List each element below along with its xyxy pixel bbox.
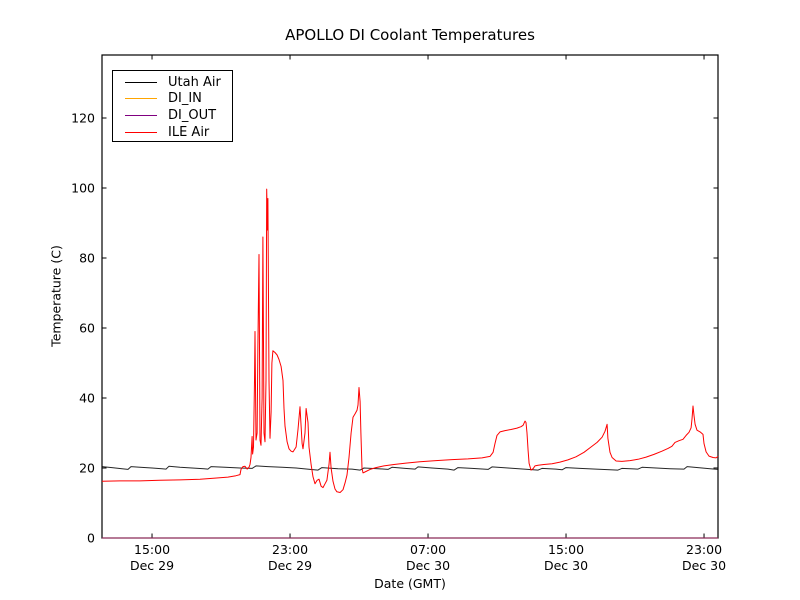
y-tick-label: 0: [87, 531, 95, 546]
legend-line-di-out: [125, 114, 157, 116]
legend-label-utah-air: Utah Air: [168, 74, 221, 90]
legend-row-di-in: DI_IN: [113, 91, 232, 108]
y-tick-label: 40: [79, 391, 95, 406]
y-tick-label: 80: [79, 251, 95, 266]
x-tick-label-time: 23:00: [686, 542, 722, 557]
series-line-ile-air: [101, 188, 719, 493]
y-tick-label: 120: [71, 111, 95, 126]
x-tick-label-date: Dec 29: [130, 558, 174, 573]
legend-label-di-in: DI_IN: [168, 91, 202, 107]
legend-line-ile-air: [125, 131, 157, 133]
legend-label-ile-air: ILE Air: [168, 124, 210, 140]
y-tick-label: 20: [79, 461, 95, 476]
x-tick-label-time: 07:00: [410, 542, 446, 557]
legend-row-di-out: DI_OUT: [113, 107, 232, 124]
x-axis-label: Date (GMT): [374, 576, 446, 591]
x-tick-label-date: Dec 29: [268, 558, 312, 573]
x-tick-label-date: Dec 30: [406, 558, 450, 573]
series-line-utah-air: [101, 465, 719, 471]
x-tick-label-date: Dec 30: [682, 558, 726, 573]
x-tick-label-time: 23:00: [272, 542, 308, 557]
legend-line-utah-air: [125, 81, 157, 83]
x-tick-label-date: Dec 30: [544, 558, 588, 573]
x-tick-label-time: 15:00: [134, 542, 170, 557]
chart-title: APOLLO DI Coolant Temperatures: [285, 26, 535, 44]
y-axis-label: Temperature (C): [48, 245, 64, 347]
legend-row-utah-air: Utah Air: [113, 74, 232, 91]
legend-row-ile-air: ILE Air: [113, 124, 232, 141]
legend-label-di-out: DI_OUT: [168, 107, 217, 123]
x-tick-label-time: 15:00: [548, 542, 584, 557]
legend-line-di-in: [125, 98, 157, 100]
y-tick-label: 60: [79, 321, 95, 336]
y-tick-label: 100: [71, 181, 95, 196]
legend: Utah Air DI_IN DI_OUT ILE Air: [112, 70, 233, 142]
